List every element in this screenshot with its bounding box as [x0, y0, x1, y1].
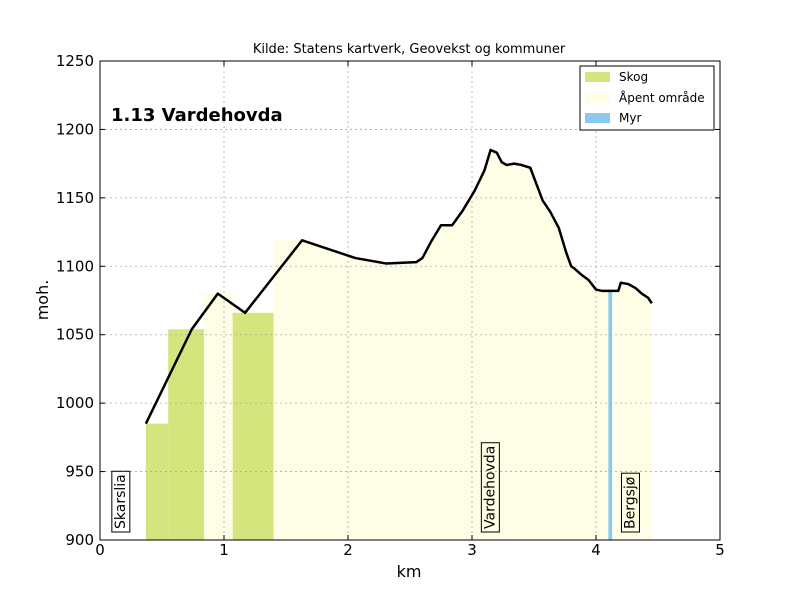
y-tick-label-1: 950 [65, 463, 94, 481]
x-tick-label-2: 2 [343, 541, 353, 559]
x-tick-label-5: 5 [715, 541, 725, 559]
legend-label-myr: Myr [619, 111, 641, 125]
legend-label-apent-omrade: Åpent område [619, 90, 705, 105]
chart-title: 1.13 Vardehovda [111, 105, 283, 126]
place-label-text-vardehovda: Vardehovda [482, 446, 498, 529]
y-tick-label-3: 1050 [56, 326, 94, 344]
place-label-text-skarslia: Skarslia [113, 474, 129, 529]
land-cover-skog-3 [232, 312, 274, 540]
legend: Skog Åpent område Myr [579, 65, 715, 131]
land-cover-apent-omrade-4 [273, 149, 652, 540]
x-tick-label-3: 3 [467, 541, 477, 559]
land-cover-skog-0 [145, 423, 169, 540]
y-tick-label-4: 1100 [56, 257, 94, 275]
x-tick-label-1: 1 [219, 541, 229, 559]
legend-label-skog: Skog [619, 70, 648, 84]
legend-swatch-myr [585, 113, 610, 123]
place-label-text-bergsj: Bergsjø [622, 476, 638, 529]
y-tick-label-5: 1150 [56, 189, 94, 207]
legend-swatch-apent-omrade [585, 93, 610, 103]
plot-frame [99, 60, 721, 541]
place-label-box-bergsj [620, 472, 640, 533]
x-tick-label-0: 0 [95, 541, 105, 559]
axis-ticks: 0 1 2 3 4 5 900 950 1000 1050 1100 1150 1200 1250 [56, 52, 725, 559]
place-labels: Skarslia Vardehovda Bergsjø [111, 442, 640, 533]
y-tick-label-6: 1200 [56, 120, 94, 138]
land-cover-skog-1 [168, 329, 205, 540]
source-title: Kilde: Statens kartverk, Geovekst og kom… [253, 42, 566, 57]
place-label-box-vardehovda [480, 442, 500, 533]
y-tick-label-2: 1000 [56, 394, 94, 412]
land-cover-apent-omrade-2 [204, 293, 233, 540]
x-tick-label-4: 4 [591, 541, 601, 559]
y-axis-label: moh. [33, 280, 52, 321]
land-cover-layer [145, 149, 652, 540]
place-label-bergsj: Bergsjø [620, 472, 640, 533]
y-tick-label-7: 1250 [56, 52, 94, 70]
place-label-box-skarslia [111, 470, 131, 533]
legend-swatch-skog [585, 72, 610, 82]
land-cover-myr-5 [608, 290, 613, 540]
elevation-profile-line [144, 148, 653, 425]
place-label-vardehovda: Vardehovda [480, 442, 500, 533]
x-axis-label: km [397, 562, 422, 581]
place-label-skarslia: Skarslia [111, 470, 131, 533]
y-tick-label-0: 900 [65, 531, 94, 549]
